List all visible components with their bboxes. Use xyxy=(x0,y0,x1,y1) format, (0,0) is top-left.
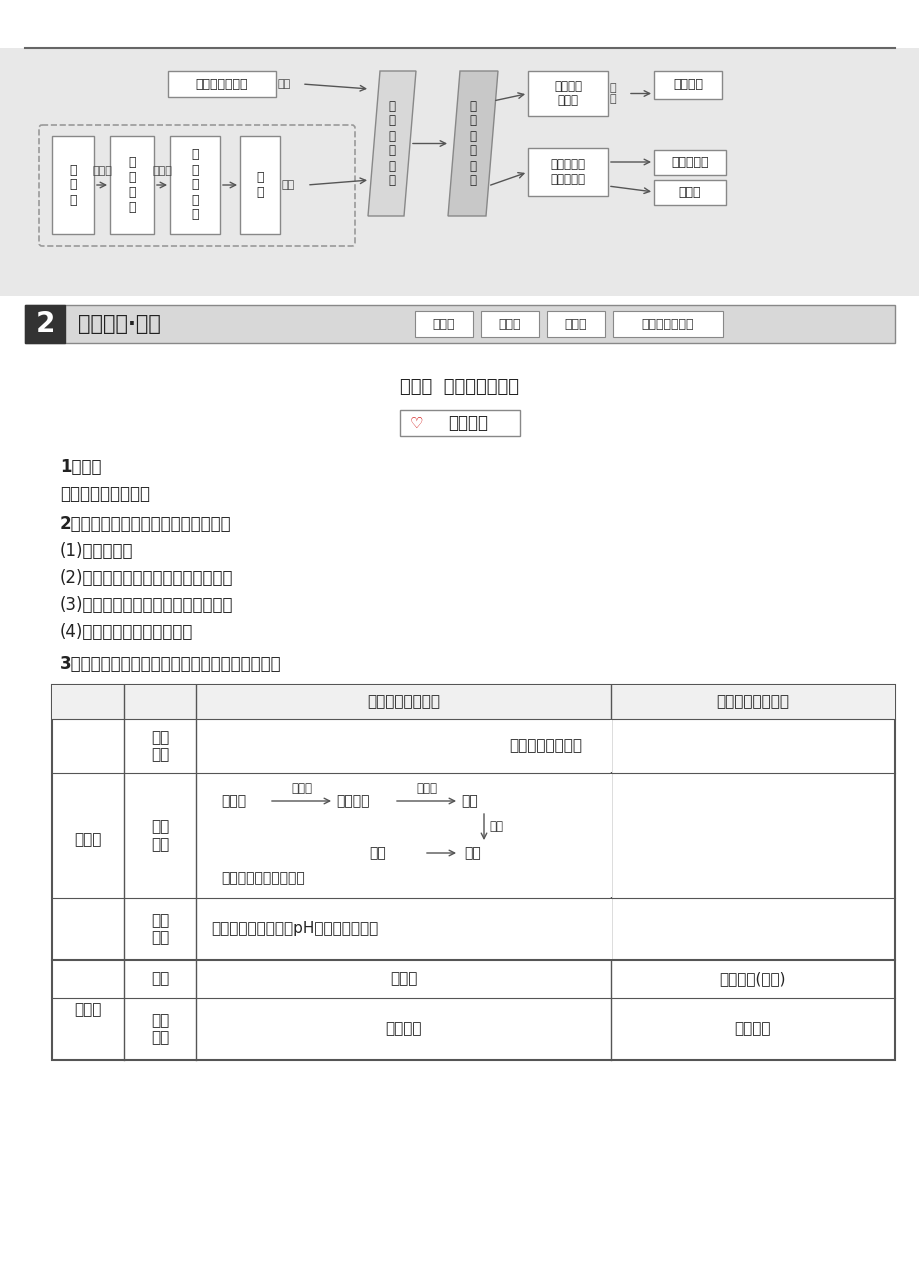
Text: 电泳法: 电泳法 xyxy=(678,186,700,199)
Text: 有性生殖: 有性生殖 xyxy=(734,1022,770,1037)
Text: 植物细胞的全能性: 植物细胞的全能性 xyxy=(508,738,582,753)
Text: 命题点: 命题点 xyxy=(564,318,586,331)
Bar xyxy=(609,720,611,773)
Text: 突破重难: 突破重难 xyxy=(448,414,487,432)
Text: 2: 2 xyxy=(35,310,54,338)
Text: (1)离体状态。: (1)离体状态。 xyxy=(60,541,133,561)
Bar xyxy=(25,305,894,344)
Text: ♡: ♡ xyxy=(410,415,423,430)
Text: 生根: 生根 xyxy=(463,845,481,859)
Text: 愈伤组织: 愈伤组织 xyxy=(335,794,369,808)
Text: 体细胞: 体细胞 xyxy=(390,972,416,987)
Text: 再分化: 再分化 xyxy=(415,782,437,794)
Bar xyxy=(547,312,605,337)
FancyBboxPatch shape xyxy=(39,125,355,246)
Bar xyxy=(170,135,220,234)
Text: 培养过程均需无菌操作: 培养过程均需无菌操作 xyxy=(221,871,304,885)
Text: 选材、营养、激素、pH、温度、光照等: 选材、营养、激素、pH、温度、光照等 xyxy=(210,922,378,936)
Text: (2)营养物质：有机营养、无机营养。: (2)营养物质：有机营养、无机营养。 xyxy=(60,570,233,587)
Text: 2．高度分化的细胞全能性表达的条件: 2．高度分化的细胞全能性表达的条件 xyxy=(60,515,232,533)
Bar xyxy=(528,148,607,195)
Text: 1．原理: 1．原理 xyxy=(60,458,101,476)
Text: 脱分化: 脱分化 xyxy=(290,782,312,794)
Bar xyxy=(52,684,894,719)
Bar xyxy=(612,312,722,337)
Bar xyxy=(481,312,539,337)
Polygon shape xyxy=(368,72,415,216)
Text: (3)植物激素：生长素、细胞分裂素。: (3)植物激素：生长素、细胞分裂素。 xyxy=(60,596,233,614)
Text: 原理: 原理 xyxy=(278,79,291,89)
Text: 考点一  菊花的组织培养: 考点一 菊花的组织培养 xyxy=(400,378,519,396)
Bar xyxy=(110,135,153,234)
Text: 鉴
定: 鉴 定 xyxy=(609,83,616,105)
Text: 纸层析法: 纸层析法 xyxy=(673,78,702,92)
Text: 不同点: 不同点 xyxy=(74,1002,102,1018)
Bar xyxy=(609,899,611,959)
Text: 过程: 过程 xyxy=(282,180,295,190)
Text: 植物细胞全能性: 植物细胞全能性 xyxy=(196,78,248,91)
Bar xyxy=(168,72,276,97)
Text: 幼
苗: 幼 苗 xyxy=(256,171,264,199)
Text: 移栽: 移栽 xyxy=(369,845,385,859)
Bar xyxy=(400,410,519,435)
Text: 胡萝卜素
的提取: 胡萝卜素 的提取 xyxy=(553,79,582,107)
Text: 无性生殖: 无性生殖 xyxy=(385,1022,421,1037)
Bar xyxy=(52,684,894,1060)
Bar xyxy=(609,774,611,896)
Text: 从芽: 从芽 xyxy=(460,794,477,808)
Text: 植物细胞的全能性。: 植物细胞的全能性。 xyxy=(60,485,150,503)
Text: 基本
过程: 基本 过程 xyxy=(151,820,169,852)
Text: 生殖
方式: 生殖 方式 xyxy=(151,1013,169,1045)
Bar xyxy=(0,49,919,296)
Text: (4)无菌、适宜的外界条件。: (4)无菌、适宜的外界条件。 xyxy=(60,623,193,641)
Text: 外
植
体: 外 植 体 xyxy=(69,163,76,207)
Bar xyxy=(653,72,721,100)
Text: 相同点: 相同点 xyxy=(74,833,102,847)
Text: 再分化: 再分化 xyxy=(152,166,172,176)
Bar xyxy=(240,135,279,234)
Text: 花药离体培养技术: 花药离体培养技术 xyxy=(716,695,789,710)
Text: 影响
因素: 影响 因素 xyxy=(151,913,169,945)
Text: 3．植物组织培养技术和花药离体培养技术的异同: 3．植物组织培养技术和花药离体培养技术的异同 xyxy=(60,655,281,673)
Text: 植
物
组
织
培
养: 植 物 组 织 培 养 xyxy=(388,100,395,188)
Bar xyxy=(653,149,725,175)
Text: 易误点: 易误点 xyxy=(498,318,521,331)
Text: 血红蛋白的
提取和分离: 血红蛋白的 提取和分离 xyxy=(550,158,584,186)
Bar xyxy=(528,72,607,116)
Bar xyxy=(414,312,472,337)
Text: 高频考点·悟通: 高频考点·悟通 xyxy=(78,314,161,335)
Bar xyxy=(52,135,94,234)
Text: 考点层析全通关: 考点层析全通关 xyxy=(641,318,694,331)
Text: 选材: 选材 xyxy=(151,972,169,987)
Text: 诱导: 诱导 xyxy=(489,821,503,834)
Text: 脱分化: 脱分化 xyxy=(92,166,112,176)
Text: 生殖细胞(精子): 生殖细胞(精子) xyxy=(719,972,786,987)
Text: 重难点: 重难点 xyxy=(432,318,455,331)
Text: 植物组织培养技术: 植物组织培养技术 xyxy=(367,695,439,710)
Text: 外植体: 外植体 xyxy=(221,794,246,808)
Bar xyxy=(653,180,725,206)
Text: 凝胶色谱法: 凝胶色谱法 xyxy=(671,156,708,169)
Polygon shape xyxy=(448,72,497,216)
Text: 愈
伤
组
织: 愈 伤 组 织 xyxy=(128,156,136,215)
Text: 生
物
成
分
提
取: 生 物 成 分 提 取 xyxy=(469,100,476,188)
Text: 理论
依据: 理论 依据 xyxy=(151,729,169,762)
Text: 从
芽
、
生
根: 从 芽 、 生 根 xyxy=(191,148,199,221)
Bar xyxy=(25,305,65,344)
